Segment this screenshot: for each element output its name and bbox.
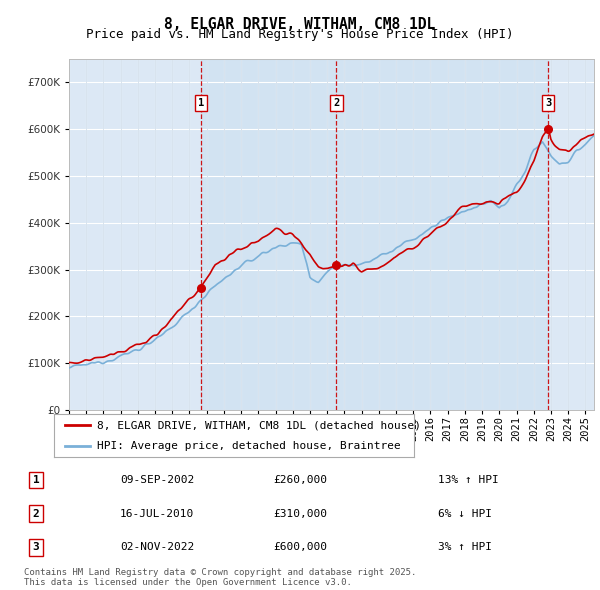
Text: 16-JUL-2010: 16-JUL-2010 [120,509,194,519]
Text: 1: 1 [32,475,40,485]
Text: £260,000: £260,000 [273,475,327,485]
Text: 02-NOV-2022: 02-NOV-2022 [120,542,194,552]
Text: 13% ↑ HPI: 13% ↑ HPI [438,475,499,485]
Text: Contains HM Land Registry data © Crown copyright and database right 2025.
This d: Contains HM Land Registry data © Crown c… [24,568,416,587]
Text: 2: 2 [334,98,340,108]
Text: Price paid vs. HM Land Registry's House Price Index (HPI): Price paid vs. HM Land Registry's House … [86,28,514,41]
Text: 09-SEP-2002: 09-SEP-2002 [120,475,194,485]
Text: HPI: Average price, detached house, Braintree: HPI: Average price, detached house, Brai… [97,441,401,451]
Text: 3: 3 [545,98,551,108]
Text: £310,000: £310,000 [273,509,327,519]
Text: 8, ELGAR DRIVE, WITHAM, CM8 1DL: 8, ELGAR DRIVE, WITHAM, CM8 1DL [164,17,436,31]
Text: 1: 1 [198,98,205,108]
Text: 3% ↑ HPI: 3% ↑ HPI [438,542,492,552]
Text: 2: 2 [32,509,40,519]
Text: £600,000: £600,000 [273,542,327,552]
Bar [202,59,548,410]
Text: 3: 3 [32,542,40,552]
Text: 6% ↓ HPI: 6% ↓ HPI [438,509,492,519]
Text: 8, ELGAR DRIVE, WITHAM, CM8 1DL (detached house): 8, ELGAR DRIVE, WITHAM, CM8 1DL (detache… [97,421,421,430]
